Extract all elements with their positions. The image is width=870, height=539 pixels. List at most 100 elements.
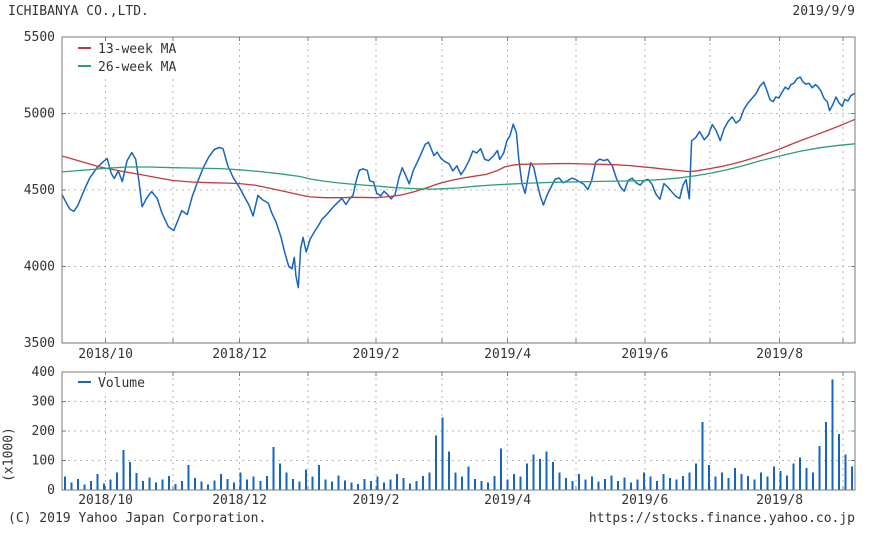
volume-bar [688,472,691,490]
volume-chart-xtick-label: 2018/10 [78,493,133,508]
volume-bar [109,479,112,490]
volume-bar [90,481,93,490]
volume-bar [103,483,106,490]
volume-bar [629,482,632,490]
volume-bar [70,482,73,490]
volume-bar [135,472,138,490]
volume-bar [720,472,723,490]
volume-bar [486,482,489,490]
ma26-line [61,143,856,190]
volume-bar [519,476,522,490]
volume-legend-label: Volume [98,376,145,391]
volume-bar [805,467,808,490]
volume-bar [207,484,210,490]
as-of-date: 2019/9/9 [792,4,855,19]
volume-bar [642,472,645,490]
volume-bar [480,481,483,490]
ma13-legend-swatch [78,47,91,49]
ma13-legend-label: 13-week MA [98,42,177,57]
price-chart-legend: 13-week MA 26-week MA [76,41,179,77]
volume-bar [740,473,743,490]
volume-chart-border [61,371,856,491]
ma26-legend-swatch [78,65,91,67]
volume-bar [395,473,398,490]
volume-bar [844,454,847,490]
volume-chart-xtick-label: 2019/8 [756,493,803,508]
volume-bar [760,472,762,490]
volume-bar [545,451,548,490]
volume-bar [701,422,704,490]
volume-bar [311,476,314,490]
volume-bar [330,481,333,490]
volume-bar [304,469,307,490]
volume-bar [812,472,814,490]
volume-bar [831,379,834,490]
volume-bar [512,473,515,490]
volume-bar [239,472,242,490]
volume-bar [454,472,457,490]
volume-bar [155,482,158,490]
legend-item-ma26: 26-week MA [78,59,176,77]
volume-bar [324,479,327,490]
price-chart-border [61,36,856,344]
volume-legend-swatch [78,381,91,383]
volume-bar [532,454,535,490]
volume-bar [851,466,853,490]
volume-chart-ytick-label: 400 [32,365,55,380]
price-chart-ytick-label: 4500 [24,183,55,198]
volume-bar [213,480,216,490]
volume-bar [285,472,288,490]
volume-bar [773,466,775,490]
price-chart-ytick-label: 3500 [24,336,55,351]
volume-bar [681,475,684,490]
price-chart-ytick-label: 5000 [24,107,55,122]
volume-bar [473,478,476,490]
volume-bar [447,451,450,490]
volume-bar [265,475,268,490]
volume-bar [226,478,229,490]
volume-bar [382,482,385,490]
volume-bar [558,472,561,490]
volume-bar [259,481,262,490]
price-chart-ytick-label: 5500 [24,30,55,45]
volume-bar [623,477,626,490]
volume-bar [799,457,801,490]
volume-bar [298,481,301,490]
volume-bar [467,466,470,490]
volume-bar [337,475,340,491]
volume-bar [194,478,197,490]
volume-bar [343,480,346,490]
volume-bar [616,481,619,490]
volume-bar [168,475,171,490]
legend-item-ma13: 13-week MA [78,41,176,59]
volume-bar [786,475,788,491]
volume-bar [142,481,145,490]
volume-bar [252,476,255,490]
legend-item-volume: Volume [78,375,145,393]
copyright-text: (C) 2019 Yahoo Japan Corporation. [8,511,267,526]
volume-bar [415,481,418,490]
price-chart-xtick-label: 2018/10 [78,347,133,362]
volume-bar [181,481,184,490]
volume-bar [148,477,151,490]
volume-bar [779,470,782,490]
volume-bar [538,459,541,490]
volume-bar [825,422,827,490]
volume-bar [122,450,125,490]
volume-bar [441,417,444,490]
volume-bar [278,463,281,490]
volume-bar [246,479,249,490]
volume-bar [428,472,431,490]
volume-bar [584,479,587,490]
volume-bar [655,481,658,490]
volume-bar [64,476,67,490]
volume-bar [610,475,613,491]
volume-bar [525,463,528,490]
volume-bar [766,476,769,490]
volume-bar [714,476,717,490]
volume-chart-xtick-label: 2019/6 [621,493,668,508]
volume-bar [96,473,99,490]
volume-bar [129,462,132,490]
volume-bar [220,473,223,490]
